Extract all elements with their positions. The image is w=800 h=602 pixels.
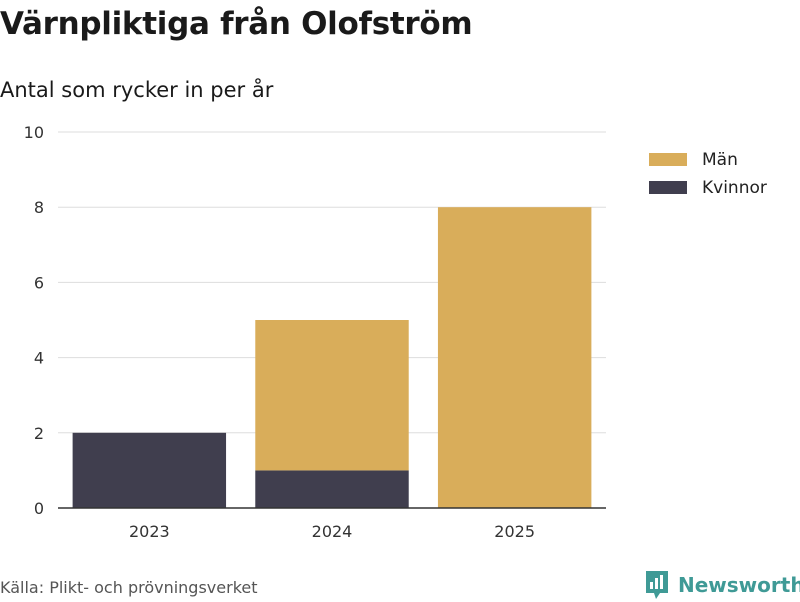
legend-swatch <box>649 181 687 194</box>
legend-label: Män <box>702 150 738 170</box>
y-tick-label: 4 <box>34 349 44 368</box>
bar-kvinnor-2024 <box>255 470 409 508</box>
newsworthy-logo-icon <box>646 571 668 599</box>
bar-m-n-2025 <box>437 207 592 508</box>
y-tick-label: 2 <box>34 424 44 443</box>
y-tick-label: 6 <box>34 273 44 292</box>
x-tick-label: 2023 <box>129 522 170 541</box>
x-tick-label: 2024 <box>312 522 353 541</box>
bar-chart: 0 2 4 6 8 10 2023 2024 2025 Män Kvinnor <box>24 123 767 541</box>
chart-title: Värnpliktiga från Olofström <box>0 6 473 42</box>
y-tick-label: 10 <box>24 123 44 142</box>
brand-logo: Newsworthy <box>644 568 800 602</box>
bar-kvinnor-2023 <box>72 432 227 508</box>
x-tick-label: 2025 <box>494 522 535 541</box>
legend-label: Kvinnor <box>702 178 767 198</box>
chart-subtitle: Antal som rycker in per år <box>0 78 274 102</box>
bar-m-n-2024 <box>255 320 409 471</box>
brand-name: Newsworthy <box>678 573 800 597</box>
y-tick-label: 8 <box>34 198 44 217</box>
source-note: Källa: Plikt- och prövningsverket <box>0 578 258 597</box>
y-tick-label: 0 <box>34 499 44 518</box>
legend-swatch <box>649 153 687 166</box>
